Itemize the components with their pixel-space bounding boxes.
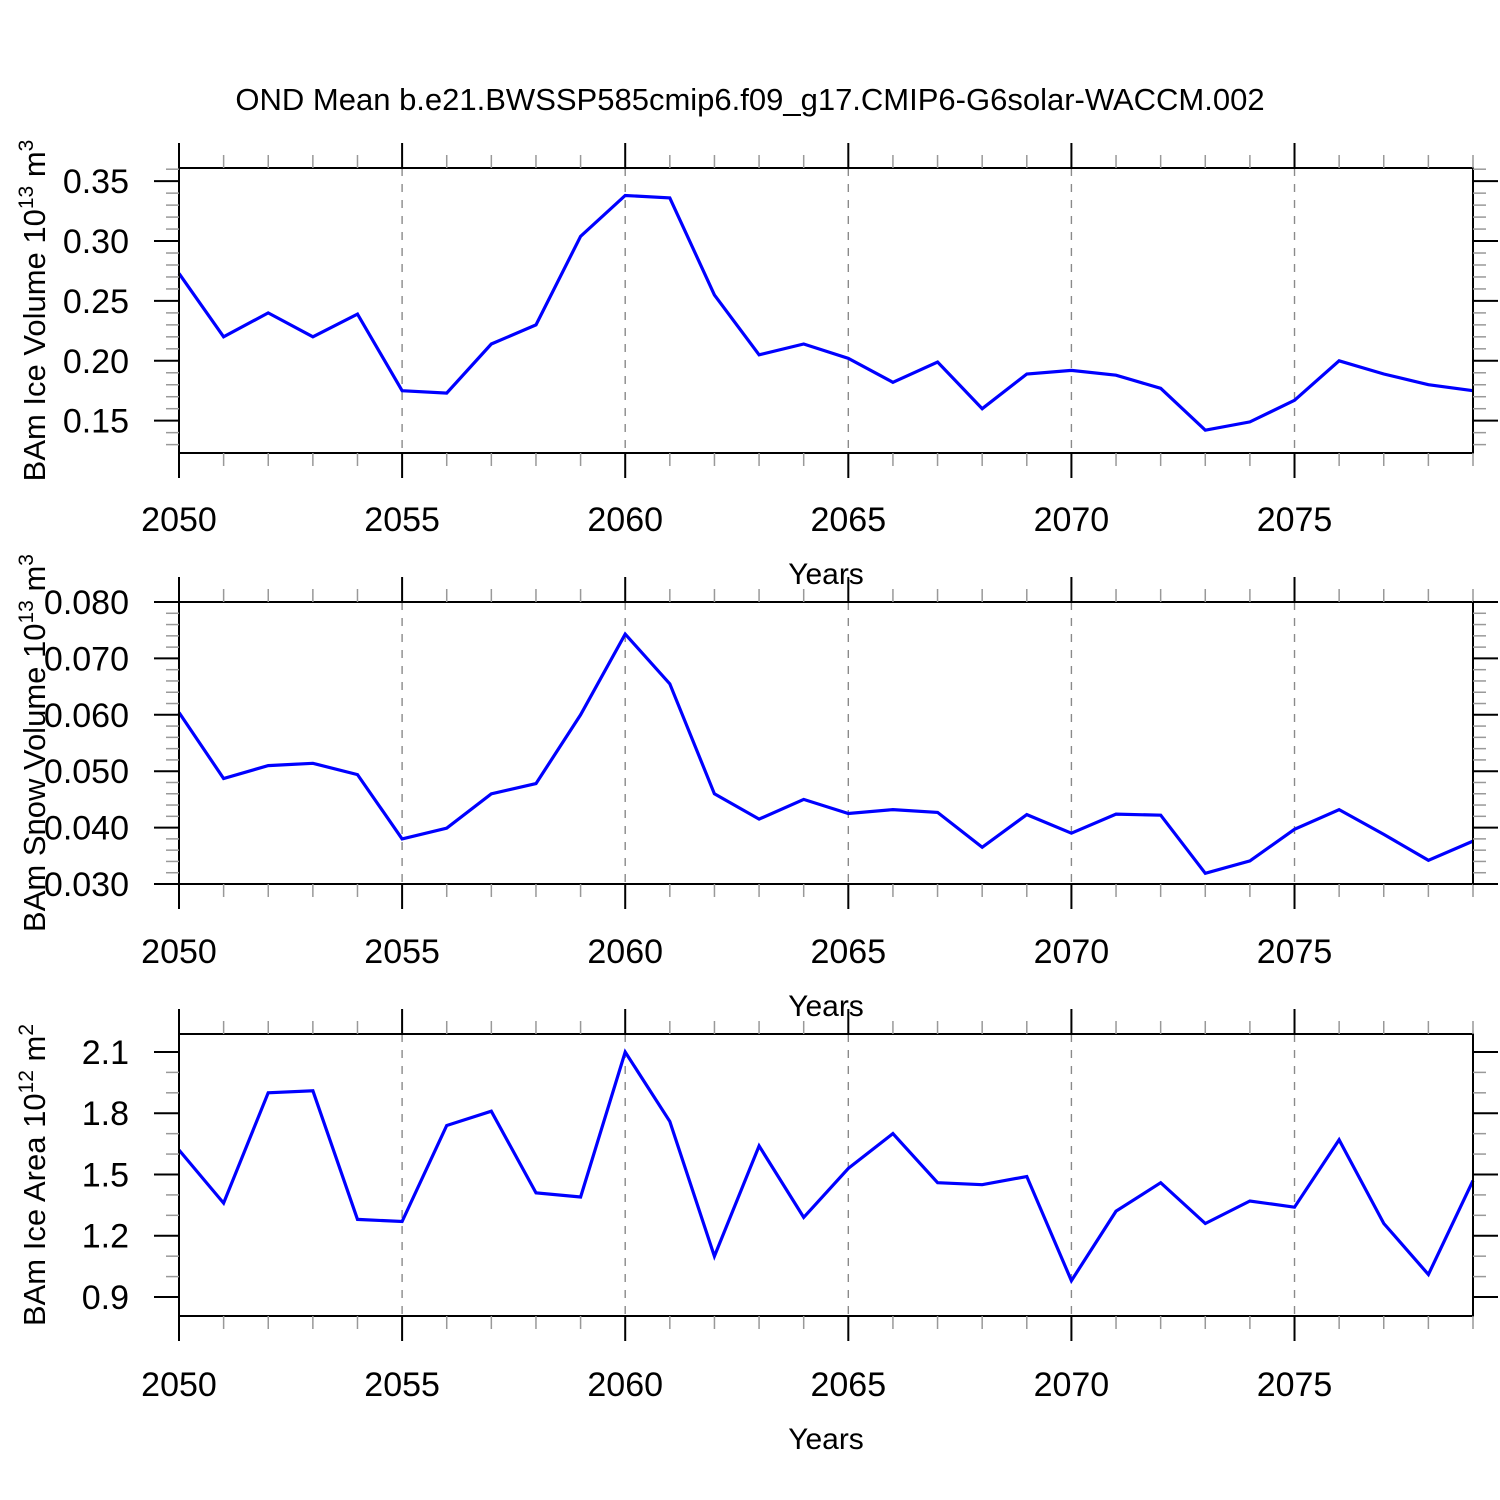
x-tick-label: 2060	[587, 1366, 663, 1404]
panel-frame	[178, 167, 1474, 454]
x-tick-label: 2070	[1034, 501, 1110, 539]
x-tick-label: 2075	[1257, 501, 1333, 539]
x-tick-label: 2065	[810, 933, 886, 971]
x-tick-label: 2065	[810, 501, 886, 539]
x-tick-label: 2070	[1034, 1366, 1110, 1404]
panel-ice-volume: 0.15 0.20 0.25 0.30 0.35 2050 2055 2060 2065 2070…	[15, 140, 1498, 591]
y-axis-label: BAm Ice Area 1012 m2	[15, 1024, 52, 1326]
x-tick-label: 2055	[364, 1366, 440, 1404]
x-axis-label: Years	[788, 1423, 864, 1456]
panel-snow-volume: 0.030 0.040 0.050 0.060 0.070 0.080 2050 2055 20…	[15, 554, 1498, 1023]
x-tick-label: 2050	[141, 1366, 217, 1404]
y-tick-label: 0.070	[44, 640, 129, 678]
x-axis-label: Years	[788, 990, 864, 1023]
plot-title: OND Mean b.e21.BWSSP585cmip6.f09_g17.CMI…	[235, 82, 1265, 117]
y-tick-label: 0.040	[44, 810, 129, 848]
y-tick-label: 0.15	[63, 403, 129, 441]
ice-area-line	[177, 1048, 1475, 1285]
panel-frame	[178, 1033, 1474, 1317]
y-tick-label: 0.050	[44, 753, 129, 791]
x-tick-label: 2055	[364, 501, 440, 539]
panel-frame	[178, 601, 1474, 885]
y-tick-label: 0.9	[82, 1279, 129, 1317]
y-tick-label: 0.080	[44, 584, 129, 622]
x-tick-label: 2060	[587, 933, 663, 971]
y-tick-label: 0.35	[63, 163, 129, 201]
y-tick-label: 0.25	[63, 283, 129, 321]
x-tick-label: 2060	[587, 501, 663, 539]
y-tick-label: 1.5	[82, 1156, 129, 1194]
x-tick-label: 2075	[1257, 933, 1333, 971]
x-tick-label: 2075	[1257, 1366, 1333, 1404]
x-tick-label: 2055	[364, 933, 440, 971]
y-axis-label: BAm Ice Volume 1013 m3	[15, 140, 52, 482]
x-tick-label: 2050	[141, 501, 217, 539]
y-axis-label: BAm Snow Volume 1013 m3	[15, 554, 52, 932]
y-tick-label: 2.1	[82, 1034, 129, 1072]
snow-volume-line	[177, 631, 1474, 876]
y-tick-label: 0.030	[44, 866, 129, 904]
panel-ice-area: 0.9 1.2 1.5 1.8 2.1 2050 2055 2060 2065 2070 2075 Y…	[15, 1009, 1498, 1456]
ice-volume-line	[177, 193, 1474, 432]
y-tick-label: 0.060	[44, 697, 129, 735]
x-axis-label: Years	[788, 558, 864, 591]
x-tick-label: 2065	[810, 1366, 886, 1404]
y-tick-label: 0.20	[63, 343, 129, 381]
y-tick-label: 0.30	[63, 223, 129, 261]
y-tick-label: 1.8	[82, 1095, 129, 1133]
y-tick-label: 1.2	[82, 1218, 129, 1256]
x-tick-label: 2070	[1034, 933, 1110, 971]
x-tick-label: 2050	[141, 933, 217, 971]
